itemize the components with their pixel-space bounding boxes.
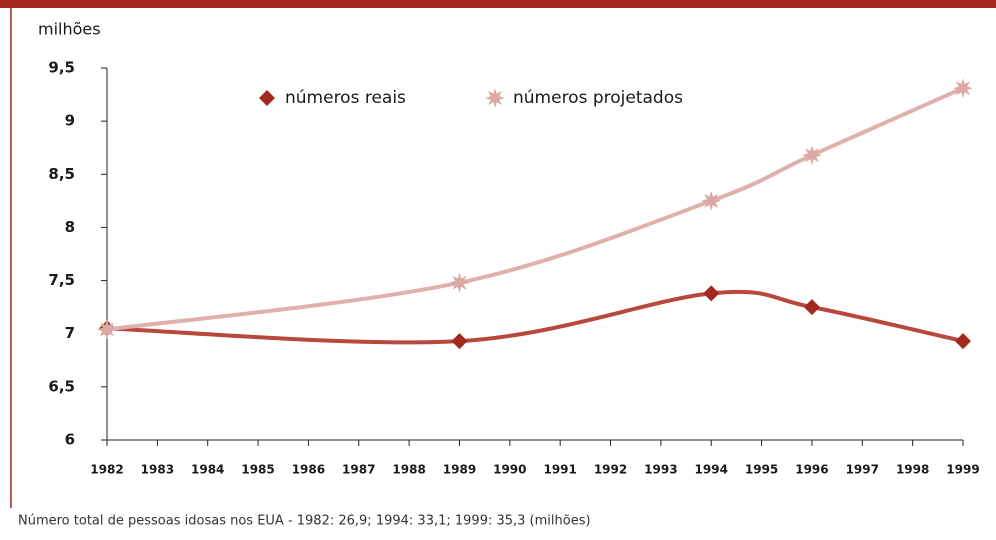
series-line [106, 86, 964, 332]
y-tick-label: 7 [65, 324, 75, 342]
x-tick-label: 1996 [795, 463, 828, 477]
x-tick-label: 1986 [292, 463, 325, 477]
x-tick-label: 1998 [896, 463, 929, 477]
x-tick-label: 1993 [644, 463, 677, 477]
diamond-marker [259, 90, 275, 106]
y-tick-label: 9 [65, 112, 75, 130]
x-tick-label: 1995 [745, 463, 778, 477]
x-tick-label: 1994 [695, 463, 728, 477]
star-marker [97, 319, 117, 340]
star-marker [485, 88, 505, 108]
x-tick-label: 1987 [342, 463, 375, 477]
top-bar [0, 0, 996, 8]
x-tick-label: 1985 [241, 463, 274, 477]
note: Número total de pessoas idosas nos EUA -… [18, 514, 591, 529]
star-marker [701, 190, 722, 211]
legend-label: números reais [285, 88, 406, 108]
star-marker [801, 145, 822, 166]
diamond-marker [955, 333, 971, 350]
star-marker [449, 272, 470, 293]
y-tick-label: 6 [65, 431, 75, 449]
star-marker [953, 78, 973, 99]
y-tick-label: 6,5 [48, 377, 75, 395]
diamond-marker [703, 285, 720, 302]
y-tick-label: 8 [65, 218, 75, 236]
x-tick-label: 1988 [392, 463, 425, 477]
x-tick-label: 1983 [141, 463, 174, 477]
x-tick-label: 1992 [594, 463, 627, 477]
y-tick-label: 8,5 [48, 165, 75, 183]
diamond-marker [803, 299, 820, 316]
x-tick-label: 1984 [191, 463, 224, 477]
y-tick-label: 9,5 [48, 59, 75, 77]
y-axis-label: milhões [38, 20, 101, 39]
legend-label: números projetados [513, 88, 683, 108]
x-tick-label: 1999 [946, 463, 979, 477]
x-tick-label: 1991 [543, 463, 576, 477]
x-tick-label: 1990 [493, 463, 526, 477]
x-tick-label: 1982 [90, 463, 123, 477]
y-tick-label: 7,5 [48, 271, 75, 289]
diamond-marker [451, 333, 468, 350]
series-line [106, 289, 964, 345]
x-tick-label: 1997 [846, 463, 879, 477]
x-tick-label: 1989 [443, 463, 476, 477]
